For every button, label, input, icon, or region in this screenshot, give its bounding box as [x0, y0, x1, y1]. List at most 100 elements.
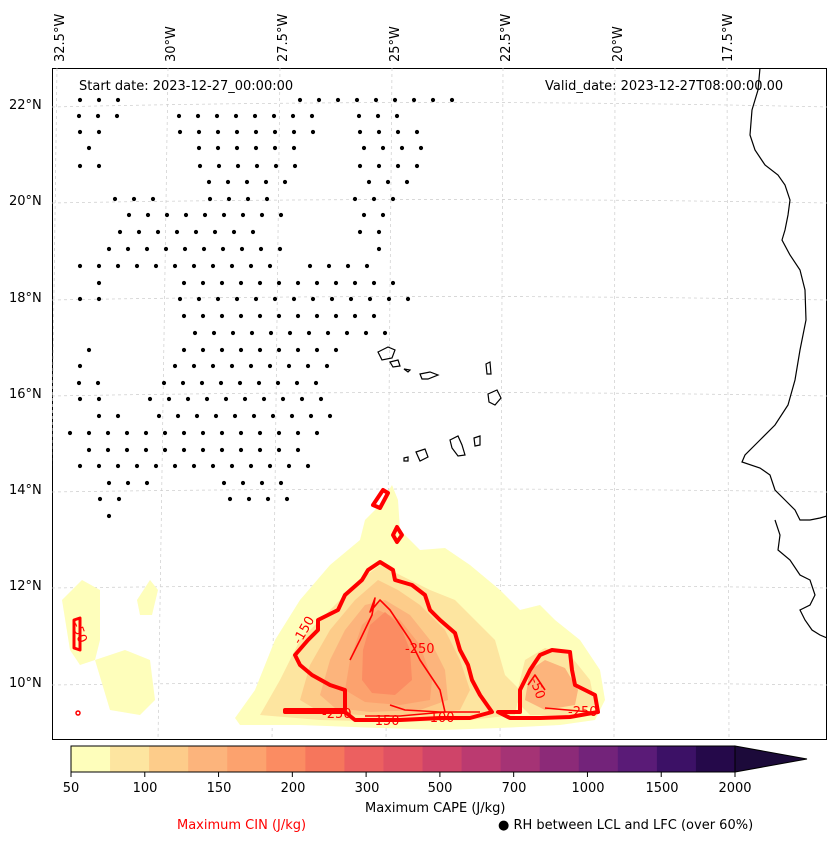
rh-dot — [273, 163, 279, 169]
rh-dot — [282, 179, 288, 185]
rh-dot — [278, 212, 284, 218]
rh-dot — [181, 313, 187, 319]
rh-dot — [318, 396, 324, 402]
rh-dot — [404, 179, 410, 185]
rh-dot — [386, 296, 392, 302]
rh-dot — [195, 113, 201, 119]
rh-dot — [240, 212, 246, 218]
rh-dot — [258, 246, 264, 252]
rh-dot — [226, 196, 232, 202]
rh-dot — [297, 97, 303, 103]
rh-dot — [257, 347, 263, 353]
rh-dot — [180, 380, 186, 386]
rh-dot — [264, 196, 270, 202]
rh-dot — [214, 113, 220, 119]
rh-dot — [329, 296, 335, 302]
rh-dot — [276, 313, 282, 319]
rh-dot — [96, 163, 102, 169]
lat-label: 22°N — [9, 98, 42, 113]
rh-dot — [86, 447, 92, 453]
rh-dot — [216, 163, 222, 169]
lat-label: 10°N — [9, 676, 42, 691]
rh-dot — [376, 163, 382, 169]
rh-dot — [399, 145, 405, 151]
rh-dot — [105, 430, 111, 436]
rh-dot — [232, 413, 238, 419]
rh-dot — [352, 313, 358, 319]
rh-dot — [134, 263, 140, 269]
rh-dot — [242, 396, 248, 402]
lat-label: 12°N — [9, 579, 42, 594]
rh-dot — [126, 212, 132, 218]
rh-dot — [267, 263, 273, 269]
rh-dot — [278, 480, 284, 486]
rh-dot — [181, 347, 187, 353]
colorbar-tick: 150 — [206, 781, 232, 796]
cape-filled-contours — [62, 485, 605, 730]
cape-verde-sao-vicente — [389, 359, 401, 368]
rh-dot — [196, 296, 202, 302]
rh-dot — [376, 246, 382, 252]
rh-dot — [392, 97, 398, 103]
rh-dot — [162, 447, 168, 453]
rh-dot — [250, 229, 256, 235]
rh-dot — [325, 330, 331, 336]
rh-dot — [96, 263, 102, 269]
rh-dot — [163, 246, 169, 252]
rh-dot — [76, 380, 82, 386]
rh-dot — [310, 296, 316, 302]
lon-label: 17.5°W — [721, 13, 736, 62]
rh-dot — [97, 496, 103, 502]
rh-dot — [261, 396, 267, 402]
rh-dot — [215, 129, 221, 135]
rh-dot — [314, 430, 320, 436]
rh-dot — [96, 280, 102, 286]
rh-legend: ● RH between LCL and LFC (over 60%) — [498, 818, 753, 833]
rh-dot — [230, 330, 236, 336]
rh-dot — [356, 113, 362, 119]
rh-dot — [234, 145, 240, 151]
colorbar-tick: 200 — [280, 781, 306, 796]
rh-dot — [380, 212, 386, 218]
rh-dot — [357, 229, 363, 235]
rh-dot — [294, 380, 300, 386]
rh-dot — [291, 296, 297, 302]
rh-dot — [257, 430, 263, 436]
cape-verde-santiago — [449, 435, 466, 457]
rh-dot — [361, 145, 367, 151]
rh-dot — [352, 196, 358, 202]
rh-dot — [277, 246, 283, 252]
rh-dot — [215, 145, 221, 151]
cin-labels: -50 -250 -250 -150 -150 -100 -50 -250 — [68, 614, 597, 729]
rh-dot — [96, 129, 102, 135]
rh-dot — [124, 430, 130, 436]
cin-legend-label: Maximum CIN (J/kg) — [177, 818, 307, 833]
rh-dot — [333, 347, 339, 353]
colorbar-tick: 300 — [354, 781, 380, 796]
rh-dot — [299, 396, 305, 402]
rh-dot — [225, 179, 231, 185]
rh-dot — [212, 229, 218, 235]
rh-dot — [238, 430, 244, 436]
rh-dot — [219, 347, 225, 353]
rh-dot — [182, 246, 188, 252]
rh-dot — [430, 97, 436, 103]
rh-dot — [200, 313, 206, 319]
rh-dot — [240, 480, 246, 486]
rh-dot — [314, 280, 320, 286]
rh-dot — [105, 447, 111, 453]
cin-label: -250 — [322, 707, 352, 722]
rh-dot — [106, 480, 112, 486]
rh-dot — [191, 463, 197, 469]
rh-dot — [244, 179, 250, 185]
rh-dot — [219, 447, 225, 453]
rh-dot — [253, 129, 259, 135]
rh-dot — [376, 129, 382, 135]
rh-dot — [177, 296, 183, 302]
rh-dot — [77, 363, 83, 369]
rh-dot — [229, 363, 235, 369]
rh-dot — [371, 313, 377, 319]
rh-dot — [418, 145, 424, 151]
rh-dot — [196, 129, 202, 135]
